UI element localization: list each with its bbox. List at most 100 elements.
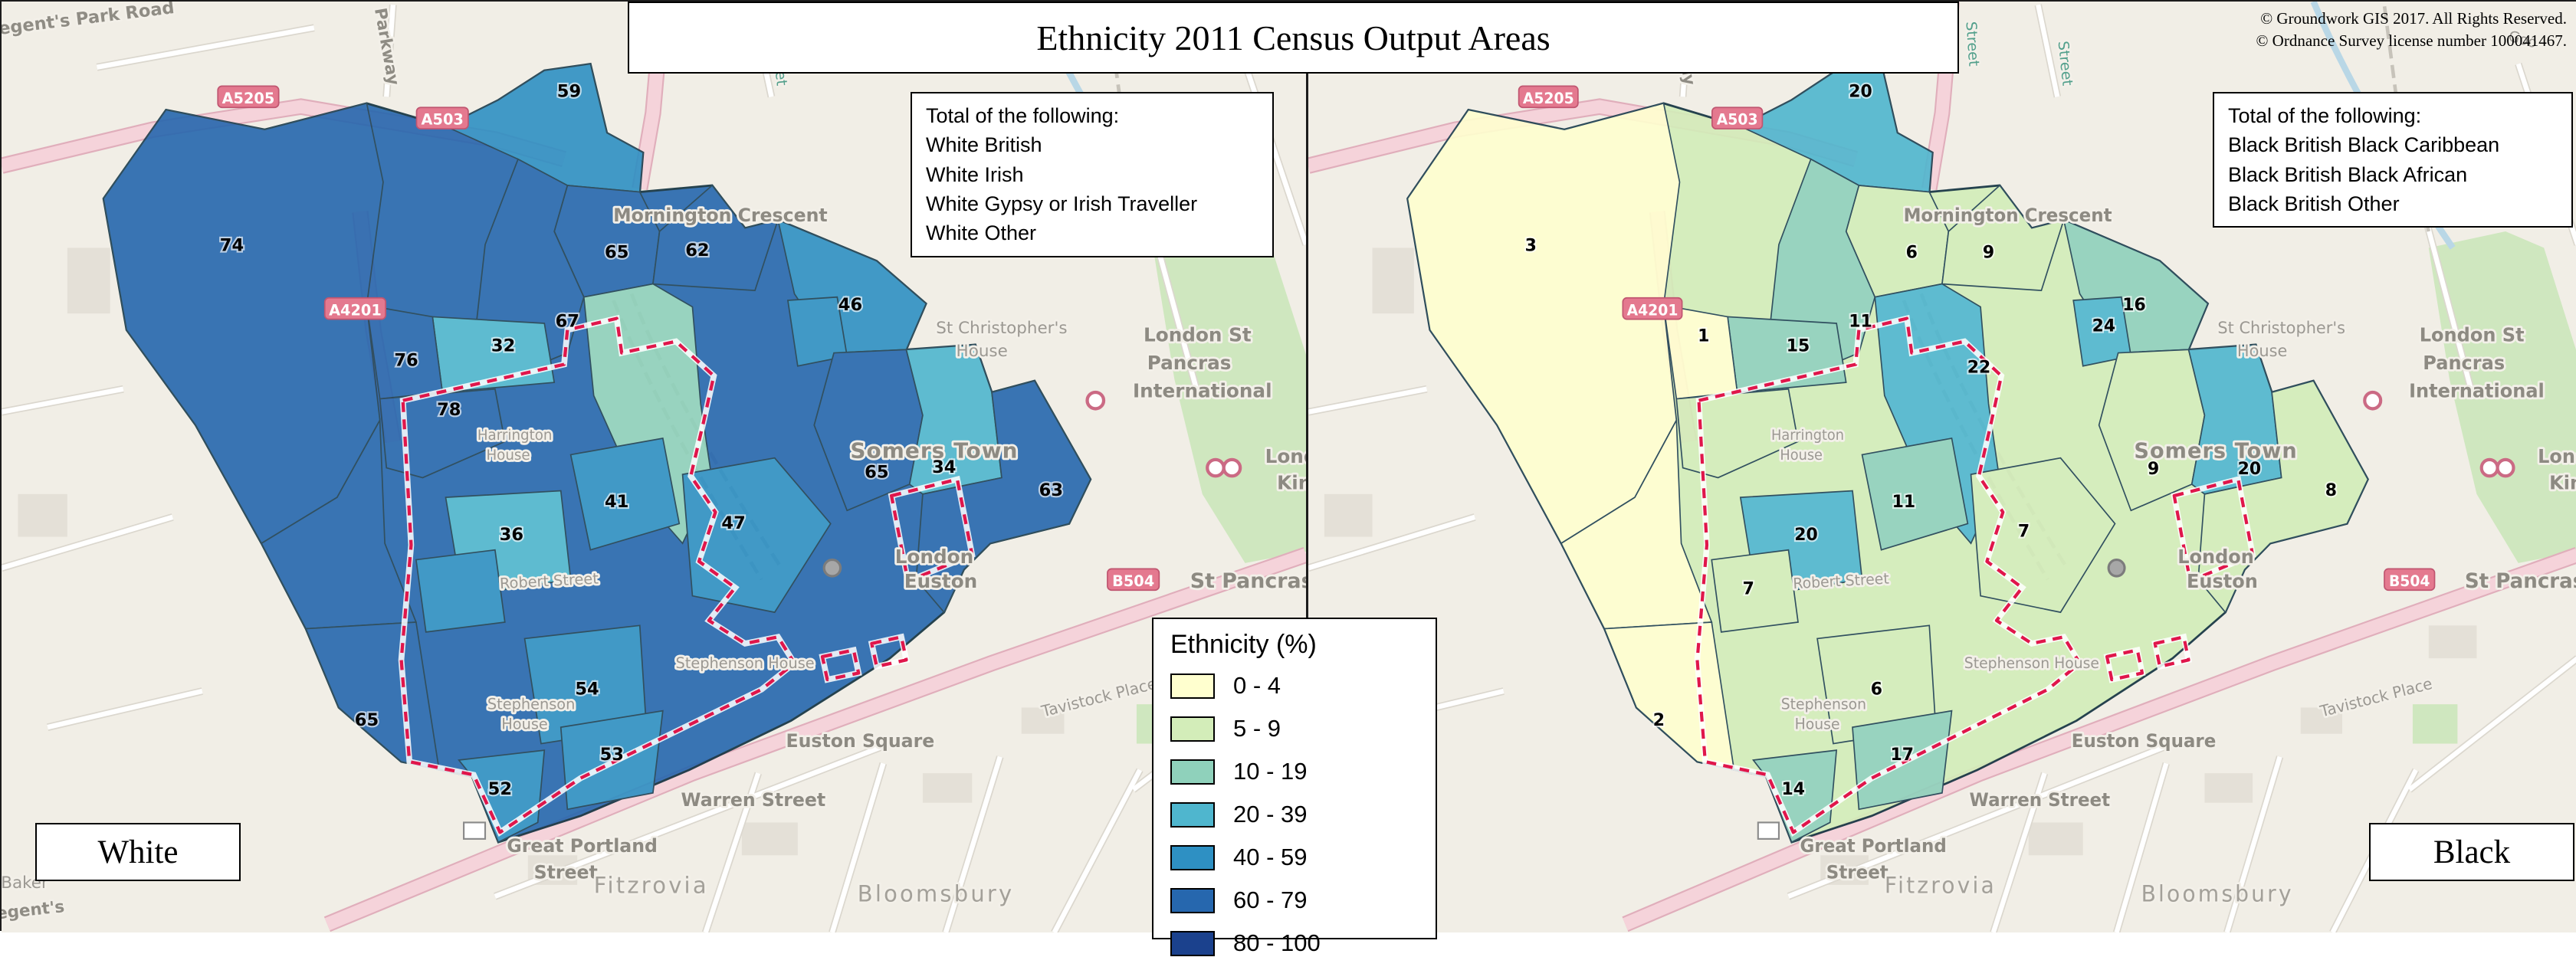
street-label: Warren Street bbox=[681, 789, 826, 811]
street-label: Pancras bbox=[2423, 352, 2505, 374]
street-label: Pancras bbox=[1147, 352, 1232, 374]
black-categories-box: Total of the following: Black British Bl… bbox=[2213, 92, 2573, 228]
street-label: Mornington Crescent bbox=[1904, 205, 2112, 226]
street-label: Great Portland bbox=[507, 835, 658, 857]
road-shield bbox=[2384, 568, 2436, 592]
street-label: London bbox=[2177, 546, 2254, 568]
road-shield-label: B504 bbox=[1112, 572, 1154, 590]
legend-class-label: 5 - 9 bbox=[1233, 715, 1281, 742]
road-shield-label: A4201 bbox=[329, 301, 382, 319]
page-title: Ethnicity 2011 Census Output Areas bbox=[628, 2, 1959, 74]
street-label: St Christopher's bbox=[936, 319, 1067, 338]
street-label: Street bbox=[534, 861, 598, 883]
oa-value: 20 bbox=[1849, 81, 1872, 101]
ethnicity-category: Black British Other bbox=[2228, 192, 2400, 215]
street-label: Harrington bbox=[477, 428, 553, 444]
oa-value: 11 bbox=[1892, 492, 1916, 512]
street-label: St Christopher's bbox=[2217, 318, 2345, 337]
street-label: King bbox=[1277, 471, 1306, 493]
road-shield-label: A503 bbox=[422, 111, 464, 129]
street-label: Euston bbox=[2187, 570, 2258, 592]
oa-value: 65 bbox=[865, 462, 888, 482]
oa-value: 52 bbox=[488, 779, 512, 799]
oa-value: 16 bbox=[2122, 295, 2146, 315]
oa-value: 9 bbox=[2148, 459, 2159, 479]
copyright-notice: © Groundwork GIS 2017. All Rights Reserv… bbox=[2256, 8, 2567, 53]
legend: Ethnicity (%) 0 - 4 5 - 9 10 - 19 20 - 39 40… bbox=[1152, 618, 1437, 956]
street-label: Stephenson bbox=[487, 696, 575, 713]
street-label: International bbox=[2409, 379, 2545, 401]
street-label: London bbox=[2538, 445, 2576, 467]
street-label: House bbox=[2237, 341, 2287, 360]
oa-value: 63 bbox=[1039, 480, 1063, 500]
road-shield-label: B504 bbox=[2389, 573, 2430, 590]
legend-class-label: 40 - 59 bbox=[1233, 844, 1308, 870]
street-label: House bbox=[1780, 447, 1823, 464]
oa-value: 7 bbox=[2018, 521, 2030, 541]
street-label: Bloomsbury bbox=[858, 880, 1015, 906]
legend-class-label: 80 - 100 bbox=[1233, 929, 1321, 956]
legend-class-label: 0 - 4 bbox=[1233, 672, 1281, 699]
oa-value-labels: 74 59 65 62 46 67 32 76 78 65 34 63 41 36 47 54 65 53 52 bbox=[218, 80, 1065, 801]
street-label: Somers Town bbox=[2134, 438, 2297, 463]
road-shield-label: A4201 bbox=[1627, 302, 1679, 319]
road-shield-label: A503 bbox=[1717, 111, 1758, 128]
oa-value: 7 bbox=[1743, 578, 1754, 598]
oa-value-labels: 3 20 6 9 16 11 22 15 1 24 9 20 8 11 20 7 7 6 2 17 14 bbox=[1524, 80, 2339, 801]
oa-value: 6 bbox=[1871, 679, 1882, 699]
black-categories-title: Total of the following: bbox=[2228, 104, 2422, 127]
oa-value: 34 bbox=[932, 457, 956, 477]
road-shield bbox=[1622, 297, 1683, 320]
street-label: Street bbox=[1962, 21, 1982, 67]
street-label: Stephenson bbox=[1781, 696, 1866, 713]
ethnicity-category: White British bbox=[926, 133, 1042, 157]
ethnicity-category: White Gypsy or Irish Traveller bbox=[926, 192, 1198, 215]
ethnicity-category: White Irish bbox=[926, 162, 1024, 186]
legend-swatch bbox=[1170, 759, 1215, 785]
street-label: Somers Town bbox=[850, 438, 1018, 464]
page-title-text: Ethnicity 2011 Census Output Areas bbox=[1036, 18, 1551, 57]
white-categories-box: Total of the following: White British Whi… bbox=[911, 92, 1274, 257]
road-shield bbox=[1107, 568, 1160, 592]
oa-value: 47 bbox=[721, 513, 745, 533]
oa-value: 41 bbox=[605, 492, 628, 512]
oa-value: 32 bbox=[491, 336, 515, 356]
street-label: Euston Square bbox=[786, 730, 934, 752]
white-categories-list: White British White Irish White Gypsy or I… bbox=[926, 130, 1258, 247]
street-label: Bloomsbury bbox=[2141, 880, 2294, 906]
oa-value: 65 bbox=[605, 242, 628, 262]
street-label: St Pancras bbox=[2465, 569, 2576, 593]
street-label: London St bbox=[1144, 324, 1252, 346]
oa-value: 11 bbox=[1849, 311, 1872, 331]
street-label: House bbox=[957, 342, 1008, 361]
street-label: Fitzrovia bbox=[594, 873, 709, 899]
white-caption: White bbox=[35, 823, 241, 881]
road-shield bbox=[1518, 85, 1579, 109]
street-label: International bbox=[1133, 379, 1272, 401]
legend-swatch bbox=[1170, 887, 1215, 913]
street-label: Warren Street bbox=[1970, 790, 2111, 811]
legend-row: 40 - 59 bbox=[1170, 844, 1419, 871]
street-label: Euston bbox=[904, 570, 977, 592]
legend-class-label: 20 - 39 bbox=[1233, 801, 1308, 828]
oa-value: 24 bbox=[2092, 316, 2116, 336]
legend-title: Ethnicity (%) bbox=[1170, 630, 1317, 659]
white-categories-title: Total of the following: bbox=[926, 104, 1120, 127]
oa-value: 15 bbox=[1787, 336, 1810, 356]
street-label: Stephenson House bbox=[1964, 655, 2099, 672]
oa-value: 14 bbox=[1781, 779, 1805, 799]
oa-value: 46 bbox=[838, 295, 862, 315]
oa-value: 78 bbox=[437, 400, 461, 420]
street-label: Fitzrovia bbox=[1885, 872, 1997, 898]
output-area bbox=[1711, 549, 1800, 633]
oa-value: 53 bbox=[600, 745, 624, 765]
oa-value: 67 bbox=[556, 311, 579, 331]
road-shield-label: A5205 bbox=[1523, 90, 1574, 107]
street-label: Mornington Crescent bbox=[613, 205, 827, 226]
oa-value: 8 bbox=[2325, 480, 2337, 500]
street-label: London bbox=[895, 546, 973, 568]
street-label: House bbox=[501, 715, 548, 732]
road-shield-label: A5205 bbox=[222, 90, 275, 107]
ethnicity-category: Black British Black African bbox=[2228, 162, 2468, 186]
